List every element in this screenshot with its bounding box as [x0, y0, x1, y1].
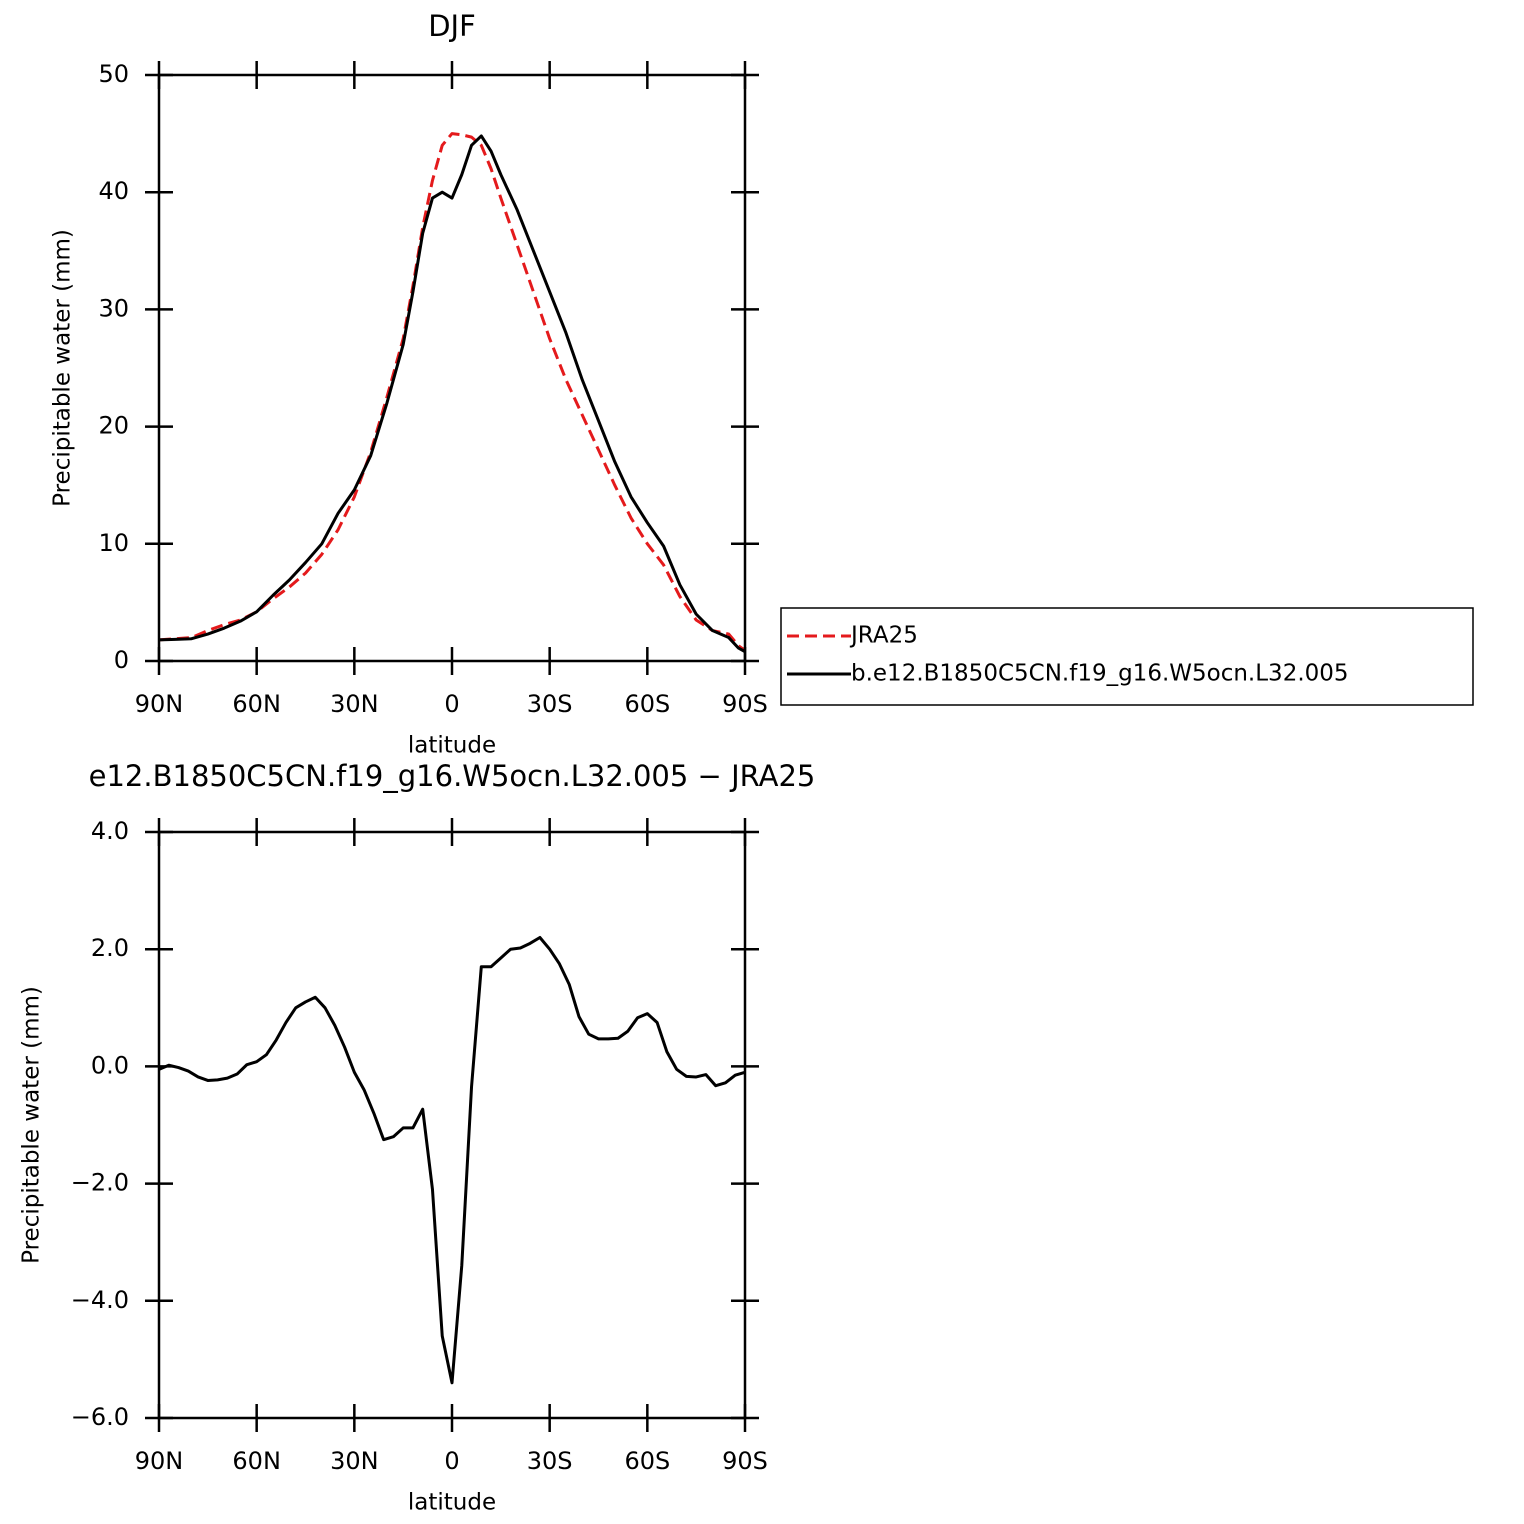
x-tick-label: 0 — [444, 690, 459, 718]
y-tick-label: 2.0 — [91, 934, 129, 962]
y-tick-label: 10 — [98, 529, 129, 557]
data-line — [158, 935, 746, 1385]
x-tick-label: 90N — [135, 1447, 184, 1475]
x-tick-label: 30N — [330, 690, 379, 718]
y-tick-label: 4.0 — [91, 817, 129, 845]
x-axis-label: latitude — [408, 1490, 496, 1516]
y-tick-label: 40 — [98, 177, 129, 205]
x-tick-label: 90N — [135, 690, 184, 718]
y-tick-label: −6.0 — [71, 1403, 129, 1431]
x-tick-label: 60N — [232, 690, 281, 718]
plot-frame — [157, 830, 747, 1420]
legend-label: b.e12.B1850C5CN.f19_g16.W5ocn.L32.005 — [851, 661, 1349, 687]
y-axis-label: Precipitable water (mm) — [19, 986, 45, 1264]
x-tick-label: 60S — [624, 690, 670, 718]
x-axis-label: latitude — [408, 733, 496, 759]
legend-box — [780, 607, 1474, 706]
x-tick-label: 30S — [527, 690, 573, 718]
y-tick-label: 20 — [98, 412, 129, 440]
x-tick-label: 60S — [624, 1447, 670, 1475]
y-tick-label: −2.0 — [71, 1169, 129, 1197]
chart-title: DJF — [428, 9, 476, 43]
y-tick-label: 30 — [98, 294, 129, 322]
data-line — [158, 134, 746, 653]
x-tick-label: 60N — [232, 1447, 281, 1475]
y-tick-label: 0.0 — [91, 1051, 129, 1079]
x-tick-label: 30N — [330, 1447, 379, 1475]
legend-label: JRA25 — [849, 623, 918, 649]
y-tick-label: 50 — [98, 60, 129, 88]
chart-title: e12.B1850C5CN.f19_g16.W5ocn.L32.005 − JR… — [89, 759, 816, 793]
plot-frame — [157, 73, 747, 663]
data-line — [158, 132, 746, 652]
x-tick-label: 90S — [722, 690, 768, 718]
y-tick-label: 0 — [114, 646, 129, 674]
x-tick-label: 30S — [527, 1447, 573, 1475]
x-tick-label: 90S — [722, 1447, 768, 1475]
y-tick-label: −4.0 — [71, 1286, 129, 1314]
y-axis-label: Precipitable water (mm) — [50, 229, 76, 507]
x-tick-label: 0 — [444, 1447, 459, 1475]
